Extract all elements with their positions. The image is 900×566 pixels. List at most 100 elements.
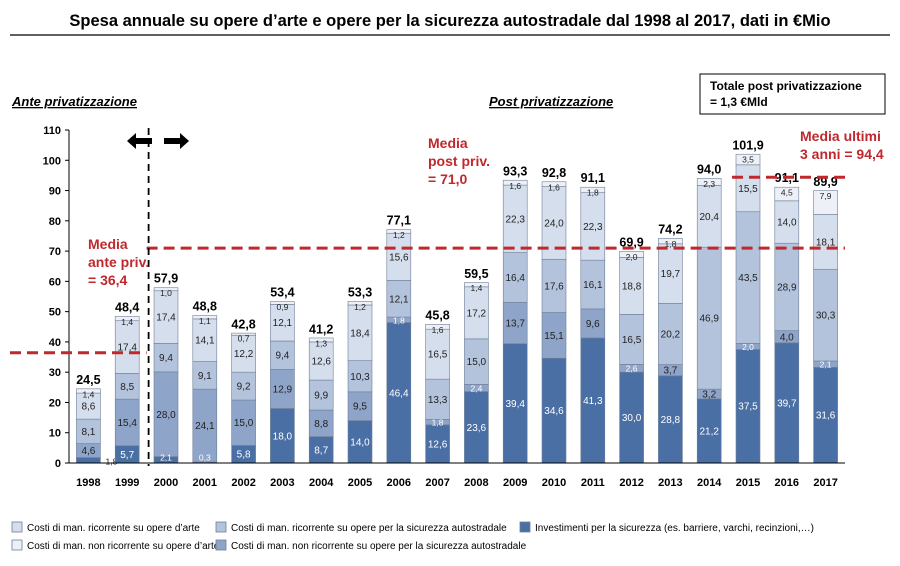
segment-label: 15,0 [234,418,254,429]
segment-label: 9,4 [159,353,173,364]
bar-segment [308,337,334,343]
media-post-label: Media post priv. = 71,0 [428,135,490,187]
bar-segment [464,338,489,385]
bar-stack: 39,74,028,914,04,591,1 [774,171,800,464]
x-tick-label: 2001 [193,477,217,489]
segment-label: 43,5 [738,273,758,284]
segment-label: 1,8 [105,456,117,466]
legend-swatch [215,539,227,551]
segment-label: 37,5 [738,402,758,413]
segment-label: 2,3 [703,179,715,189]
segment-label: 18,0 [273,431,293,442]
bar-segment [308,409,334,437]
segment-label: 15,1 [544,331,564,342]
x-tick-label: 2017 [813,477,837,489]
segment-label: 28,0 [156,410,176,421]
segment-label: 3,5 [742,155,754,165]
y-axis: 0 10 20 30 40 50 60 70 80 90 100 110 [43,125,70,470]
ante-privatizzazione-label: Ante privatizzazione [11,94,137,109]
bar-segment [270,304,295,342]
y-tick-label: 110 [43,125,61,137]
media-ante-line-3: = 36,4 [88,272,128,288]
media-post-line-3: = 71,0 [428,171,468,187]
bar-segment [386,229,412,234]
bar-segment [386,280,412,318]
bar-segment [153,287,179,292]
segment-label: 13,7 [505,318,525,329]
y-tick-label: 20 [49,397,61,409]
segment-label: 2,1 [820,360,832,370]
segment-label: 16,5 [428,350,448,361]
segment-label: 30,3 [816,311,836,322]
chart-title: Spesa annuale su opere d’arte e opere pe… [69,12,830,30]
segment-label: 14,0 [350,437,370,448]
segment-label: 3,7 [663,366,677,377]
total-label: 91,1 [581,171,605,185]
bars: 1,8 4,6 8,1 8,6 1,4 24,5 5,7 15,4 8,5 17,4 1,4 48,4… [76,139,838,466]
bar-segment [464,391,489,464]
segment-label: 2,6 [626,364,638,374]
bar-segment [464,282,489,288]
bar-segment [347,304,373,361]
segment-label: 1,2 [393,230,405,240]
segment-label: 28,9 [777,282,797,293]
bar-segment [153,343,179,373]
bar-stack: 21,2 3,2 46,9 20,4 2,3 94,0 [696,162,722,464]
segment-label: 15,4 [117,418,137,429]
legend-label: Costi di man. ricorrente su opere per la… [231,523,507,534]
segment-label: 14,0 [777,218,797,229]
segment-label: 31,6 [816,411,836,422]
segment-label: 39,7 [777,398,797,409]
x-tick-label: 1998 [76,477,100,489]
segment-label: 23,6 [467,423,487,434]
total-label: 77,1 [387,214,411,228]
segment-label: 24,1 [195,421,215,432]
segment-label: 13,3 [428,395,448,406]
bar-stack: 46,4 1,8 12,1 15,6 1,2 77,1 [386,214,412,464]
segment-label: 0,3 [199,453,211,463]
x-tick-label: 2007 [425,477,449,489]
segment-label: 1,4 [470,283,482,293]
segment-label: 19,7 [661,269,681,280]
bar-stack: 5,7 15,4 8,5 17,4 1,4 48,4 [114,300,140,464]
bar-segment [231,371,256,401]
bar-segment [541,181,567,187]
arrow-right-icon [164,133,189,149]
bar-stack: 30,0 2,6 16,5 18,8 2,0 69,9 [619,235,644,464]
segment-label: 9,1 [198,371,212,382]
segment-label: 5,8 [237,450,251,461]
segment-label: 0,7 [238,334,250,344]
bar-segment [192,388,218,463]
bar-segment [541,357,567,464]
bar-segment [270,369,295,409]
segment-label: 4,6 [81,446,95,457]
bar-stack: 34,6 15,1 17,6 24,0 1,6 92,8 [541,166,567,464]
bar-stack: 12,6 1,8 13,3 16,5 1,6 45,8 [425,308,450,464]
bar-segment [425,378,450,420]
y-tick-label: 100 [43,155,61,167]
legend-swatch [519,521,531,533]
segment-label: 9,5 [353,402,367,413]
segment-label: 7,9 [820,191,832,201]
bar-segment [696,178,722,186]
total-label: 92,8 [542,166,566,180]
bar-segment [347,360,373,393]
legend-item: Costi di man. non ricorrente su opere d’… [11,539,220,552]
y-tick-label: 80 [49,216,61,228]
segment-label: 41,3 [583,396,603,407]
x-tick-label: 2015 [736,477,760,489]
totale-box-line-2: = 1,3 €Mld [710,95,768,109]
bar-segment [386,232,412,281]
bar-segment [580,337,606,464]
bar-segment [76,457,101,464]
bar-stack: 1,8 4,6 8,1 8,6 1,4 24,5 [76,373,118,466]
media-post-line-2: post priv. [428,153,490,169]
legend-swatch [11,521,23,533]
bar-stack: 41,3 9,6 16,1 22,3 1,8 91,1 [580,171,606,464]
bar-stack: 14,0 9,5 10,3 18,4 1,2 53,3 [347,286,373,464]
segment-label: 8,5 [120,382,134,393]
y-tick-label: 40 [49,337,61,349]
bar-segment [114,320,140,374]
bar-segment [76,388,101,394]
x-tick-label: 2006 [387,477,411,489]
